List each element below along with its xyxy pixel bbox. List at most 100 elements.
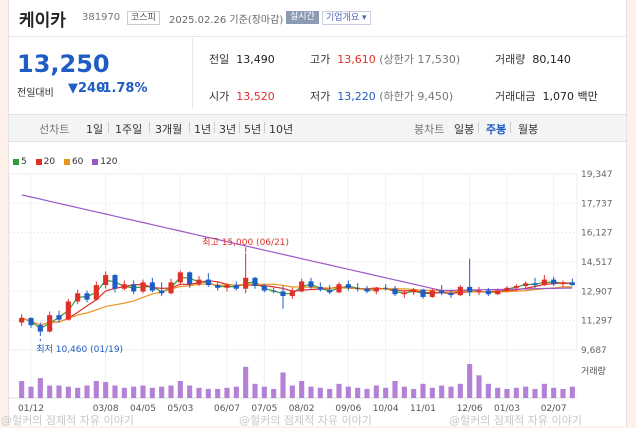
legend-ma60: 60 [63,157,84,167]
x-tick-label: 12/06 [457,404,483,414]
volume-bar [252,383,258,398]
volume-bar [457,383,463,398]
change-label: 전일대비 [17,88,54,99]
company-info-dropdown[interactable]: 기업개요 ▾ [322,11,371,25]
candle-body [243,277,249,289]
x-tick-label: 10/04 [373,404,399,414]
volume-bar [364,388,370,398]
volume-bar [19,381,25,398]
candle-body [551,279,557,285]
high-value: 13,610 [337,53,376,66]
tab-divider [108,122,109,133]
tab-5y[interactable]: 5년 [244,123,262,136]
candle-body [252,277,258,286]
volume-bar [233,386,239,398]
volume-bar [383,387,389,398]
candle-body [140,282,146,292]
candle-chart-label[interactable]: 봉차트 [414,123,445,136]
candle-body [28,317,34,326]
x-tick-label: 06/07 [214,404,240,414]
high-label: 고가 [310,53,331,66]
candle-body [411,289,417,293]
quote-date: 2025.02.26 기준(장마감) [169,15,284,26]
tab-1w[interactable]: 1주일 [115,123,143,136]
volume-bar [523,386,529,398]
volume-bar [177,381,183,398]
x-tick-label: 04/05 [130,404,156,414]
tab-1y[interactable]: 1년 [194,123,212,136]
candle-body [439,290,445,294]
trade-amount: 거래대금 1,070 백만 [495,88,598,104]
tab-10y[interactable]: 10년 [269,123,294,136]
legend-swatch [35,158,42,165]
tab-3y[interactable]: 3년 [219,123,237,136]
x-tick-label: 02/07 [541,404,567,414]
y-tick-label: 14,517 [581,258,613,268]
legend-ma120-label: 120 [100,157,118,167]
volume-bar [47,385,53,398]
stock-code: 381970 [82,12,121,23]
candle-body [215,285,221,288]
candle-body [196,279,202,285]
tab-monthly[interactable]: 월봉 [518,123,539,136]
volume-bar [280,372,286,398]
volume-bar [392,381,398,398]
tab-divider [239,122,240,133]
volume-bar [420,383,426,398]
candle-body [317,286,323,290]
tab-daily[interactable]: 일봉 [454,123,475,136]
candle-body [523,283,529,286]
candle-body [84,293,90,300]
volume-bar [569,386,575,398]
legend-ma20: 20 [35,157,56,167]
volume-bar [224,387,230,398]
realtime-button[interactable]: 실시간 [286,11,319,24]
candle-body [19,317,25,323]
candle-body [392,288,398,295]
volume-bar [355,387,361,398]
candle-body [159,290,165,294]
candle-body [504,287,510,291]
candle-body [457,286,463,296]
tab-weekly[interactable]: 주봉 [486,123,507,136]
volume-bar [131,386,137,398]
volume-bar [205,388,211,398]
tab-3m[interactable]: 3개월 [155,123,183,136]
x-tick-label: 01/03 [494,404,520,414]
volume-bar [504,388,510,398]
legend-ma60-label: 60 [71,157,84,167]
candle-body [271,290,277,292]
candle-body [47,315,53,332]
candle-body [187,272,193,285]
low-price: 저가 13,220 (하한가 9,450) [310,88,453,104]
candle-body [224,285,230,288]
stock-name[interactable]: 케이카 [19,11,66,31]
y-tick-label: 19,347 [581,170,613,180]
x-tick-label: 01/12 [18,404,44,414]
current-price: 13,250 [17,50,110,78]
volume-bar [429,387,435,398]
volume-bar [187,385,193,398]
low-value: 13,220 [337,90,376,103]
candlestick-chart[interactable]: 19,347 17,737 16,127 14,517 12,907 11,297 9,68… [9,0,626,426]
volume-bar [271,388,277,398]
candle-body [467,286,473,293]
line-chart-label[interactable]: 선차트 [39,123,70,136]
x-tick-label: 07/05 [251,404,277,414]
volume-label: 거래량 [495,53,526,66]
x-tick-label: 09/06 [335,404,361,414]
x-tick-label: 03/08 [93,404,119,414]
tab-1d[interactable]: 1일 [86,123,104,136]
watermark: @헐커의 점제적 자유 이야기 [449,414,582,427]
prev-close: 전일 13,490 [209,51,275,67]
volume-bar [243,366,249,398]
change-value: ▼240 [68,81,106,96]
volume-bar [299,381,305,398]
ma-legend: 5 20 60 120 [13,157,123,167]
prev-close-value: 13,490 [236,53,275,66]
y-tick-label: 17,737 [581,199,613,209]
min-annotation: 최저 10,460 (01/19) [36,344,123,355]
x-tick-label: 08/02 [289,404,315,414]
volume-bar [373,385,379,398]
legend-ma20-label: 20 [43,157,56,167]
